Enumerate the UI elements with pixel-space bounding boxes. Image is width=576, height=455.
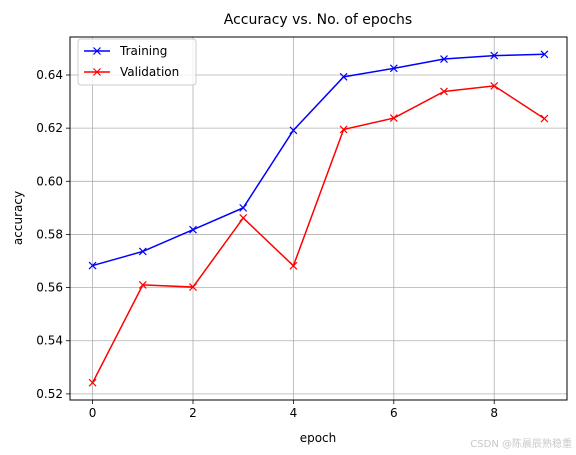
legend-label: Training	[119, 44, 167, 58]
series-training	[88, 50, 549, 270]
data-point	[239, 203, 248, 212]
series-line	[91, 85, 545, 384]
data-point	[440, 55, 448, 63]
x-tick-label: 8	[490, 406, 498, 420]
data-point	[540, 50, 549, 59]
data-point	[490, 51, 499, 60]
x-tick-label: 2	[189, 406, 197, 420]
data-point	[138, 281, 147, 289]
data-point	[540, 114, 549, 123]
x-tick-label: 0	[89, 406, 97, 420]
data-point	[88, 378, 97, 387]
legend-entry-validation: Validation	[84, 65, 179, 79]
series-validation	[88, 81, 549, 387]
data-point	[440, 87, 448, 96]
axis-ticks: 0 2 4 6 8 0.52 0.54 0.56 0.58 0.60 0.62 0.64	[36, 68, 498, 420]
y-tick-label: 0.60	[36, 174, 63, 188]
data-point	[339, 72, 348, 81]
data-point	[88, 261, 97, 270]
y-tick-label: 0.54	[36, 334, 63, 348]
data-point	[289, 261, 298, 270]
y-tick-label: 0.58	[36, 227, 63, 241]
legend-label: Validation	[120, 65, 179, 79]
data-point	[239, 214, 248, 222]
y-axis-label: accuracy	[11, 191, 25, 245]
legend: Training Validation	[77, 38, 197, 86]
data-point	[339, 125, 348, 134]
series-line	[92, 53, 545, 267]
x-tick-label: 4	[290, 406, 298, 420]
grid-lines	[70, 37, 567, 400]
y-tick-label: 0.56	[36, 281, 63, 295]
y-tick-label: 0.64	[36, 68, 63, 82]
x-tick-label: 6	[390, 406, 398, 420]
chart-title: Accuracy vs. No. of epochs	[224, 12, 412, 28]
legend-marker	[93, 68, 101, 76]
data-point	[289, 126, 298, 135]
legend-entry-training: Training	[84, 44, 167, 58]
axes-frame	[69, 36, 568, 401]
legend-marker	[93, 47, 101, 55]
y-tick-label: 0.52	[36, 387, 63, 401]
data-point	[189, 283, 197, 291]
data-point	[138, 247, 147, 256]
data-point	[389, 64, 398, 73]
x-axis-label: epoch	[300, 431, 337, 445]
y-tick-label: 0.62	[36, 121, 63, 135]
watermark: CSDN @陈晨辰熟稳重	[470, 437, 572, 450]
data-point	[490, 81, 499, 90]
data-point	[389, 114, 398, 122]
series-layer	[88, 50, 549, 387]
data-point	[189, 225, 197, 234]
